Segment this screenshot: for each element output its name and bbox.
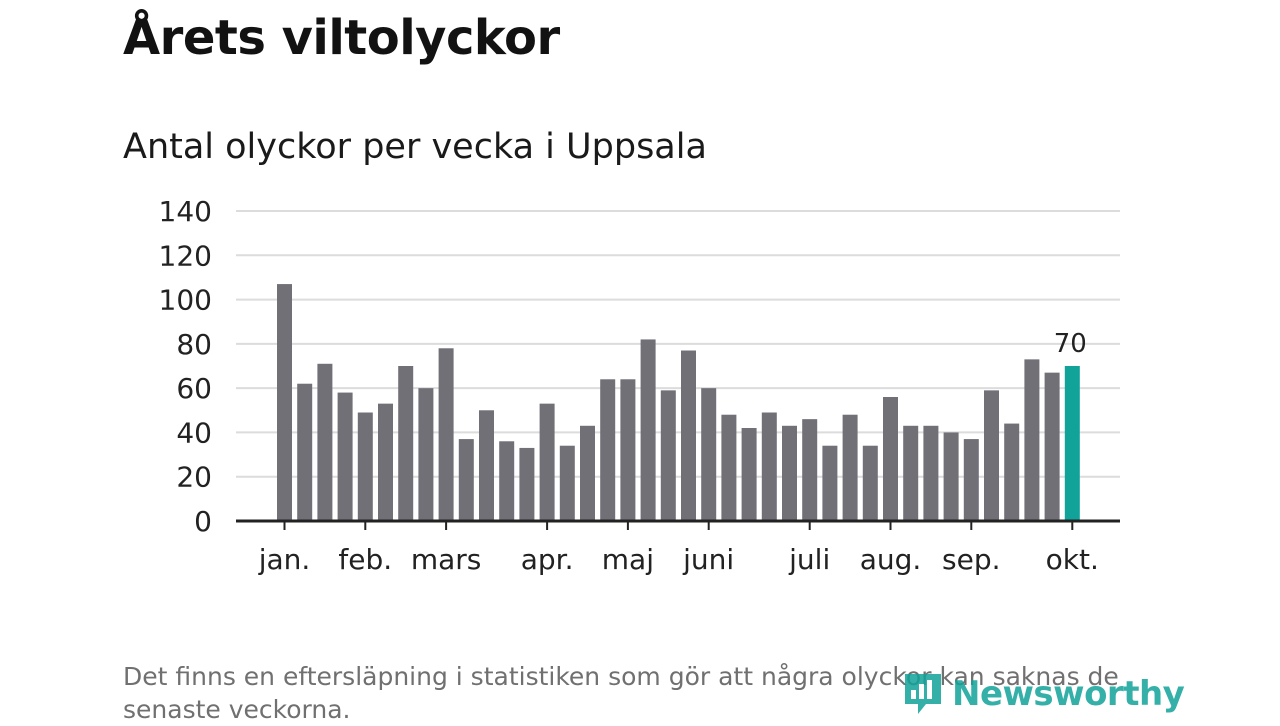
bar	[297, 383, 313, 521]
x-tick-label: mars	[411, 543, 482, 576]
chart-subtitle: Antal olyckor per vecka i Uppsala	[123, 127, 707, 167]
x-axis	[236, 519, 1120, 530]
bar	[378, 403, 393, 521]
bar	[903, 425, 919, 521]
y-axis-labels: 0 20 40 60 80 100 120 140	[159, 195, 212, 538]
bar	[458, 439, 474, 521]
x-tick-label: jan.	[258, 543, 311, 576]
y-tick-label: 80	[176, 328, 212, 361]
x-tick-label: juni	[682, 543, 734, 576]
chart-title: Årets viltolyckor	[123, 10, 560, 66]
bar	[963, 439, 979, 521]
bar	[580, 425, 595, 521]
newsworthy-logo-icon	[905, 674, 941, 714]
bar	[499, 441, 515, 521]
bar	[782, 425, 797, 521]
bar	[923, 425, 939, 521]
y-tick-label: 60	[176, 372, 212, 405]
bar	[701, 388, 717, 521]
x-tick-label: aug.	[860, 543, 922, 576]
bar	[721, 414, 737, 521]
x-tick-label: feb.	[338, 543, 392, 576]
y-tick-label: 40	[176, 416, 212, 449]
bar	[802, 419, 818, 521]
bar	[1044, 372, 1060, 521]
bar	[479, 410, 494, 521]
bar	[277, 284, 292, 521]
bar	[943, 432, 959, 521]
y-tick-label: 120	[159, 239, 212, 272]
brand-name: Newsworthy	[952, 674, 1185, 714]
bar	[357, 412, 373, 521]
bar	[1004, 423, 1020, 521]
bar	[761, 412, 777, 521]
bar	[984, 390, 999, 521]
bar	[438, 348, 454, 521]
y-tick-label: 20	[176, 461, 212, 494]
bar	[883, 397, 898, 521]
bar	[741, 428, 757, 521]
bar	[681, 350, 696, 521]
bar	[842, 414, 858, 521]
bar	[418, 388, 434, 521]
data-labels: 70	[1054, 329, 1087, 359]
data-label-highlight: 70	[1054, 329, 1087, 359]
bar	[620, 379, 636, 521]
x-tick-label: juli	[788, 543, 830, 576]
x-tick-label: sep.	[942, 543, 1001, 576]
bar	[600, 379, 616, 521]
bar	[862, 445, 878, 521]
x-axis-labels: jan. feb. mars apr. maj juni juli aug. sep. okt.	[258, 543, 1099, 576]
bar	[337, 392, 353, 521]
bar	[640, 339, 656, 521]
bar	[822, 445, 838, 521]
bar-highlight	[1064, 366, 1080, 521]
bar	[317, 363, 333, 521]
bar	[1024, 359, 1040, 521]
bar	[398, 366, 414, 521]
y-tick-label: 100	[159, 284, 212, 317]
bar	[539, 403, 555, 521]
bar	[559, 445, 575, 521]
x-tick-label: okt.	[1046, 543, 1099, 576]
x-tick-label: apr.	[521, 543, 574, 576]
y-tick-label: 140	[159, 195, 212, 228]
y-tick-label: 0	[194, 505, 212, 538]
x-tick-label: maj	[602, 543, 654, 576]
footnote: Det finns en eftersläpning i statistiken…	[123, 662, 1119, 724]
bar	[519, 447, 535, 521]
bar	[660, 390, 676, 521]
brand-logo: Newsworthy	[902, 668, 1185, 720]
bars	[277, 284, 1080, 521]
